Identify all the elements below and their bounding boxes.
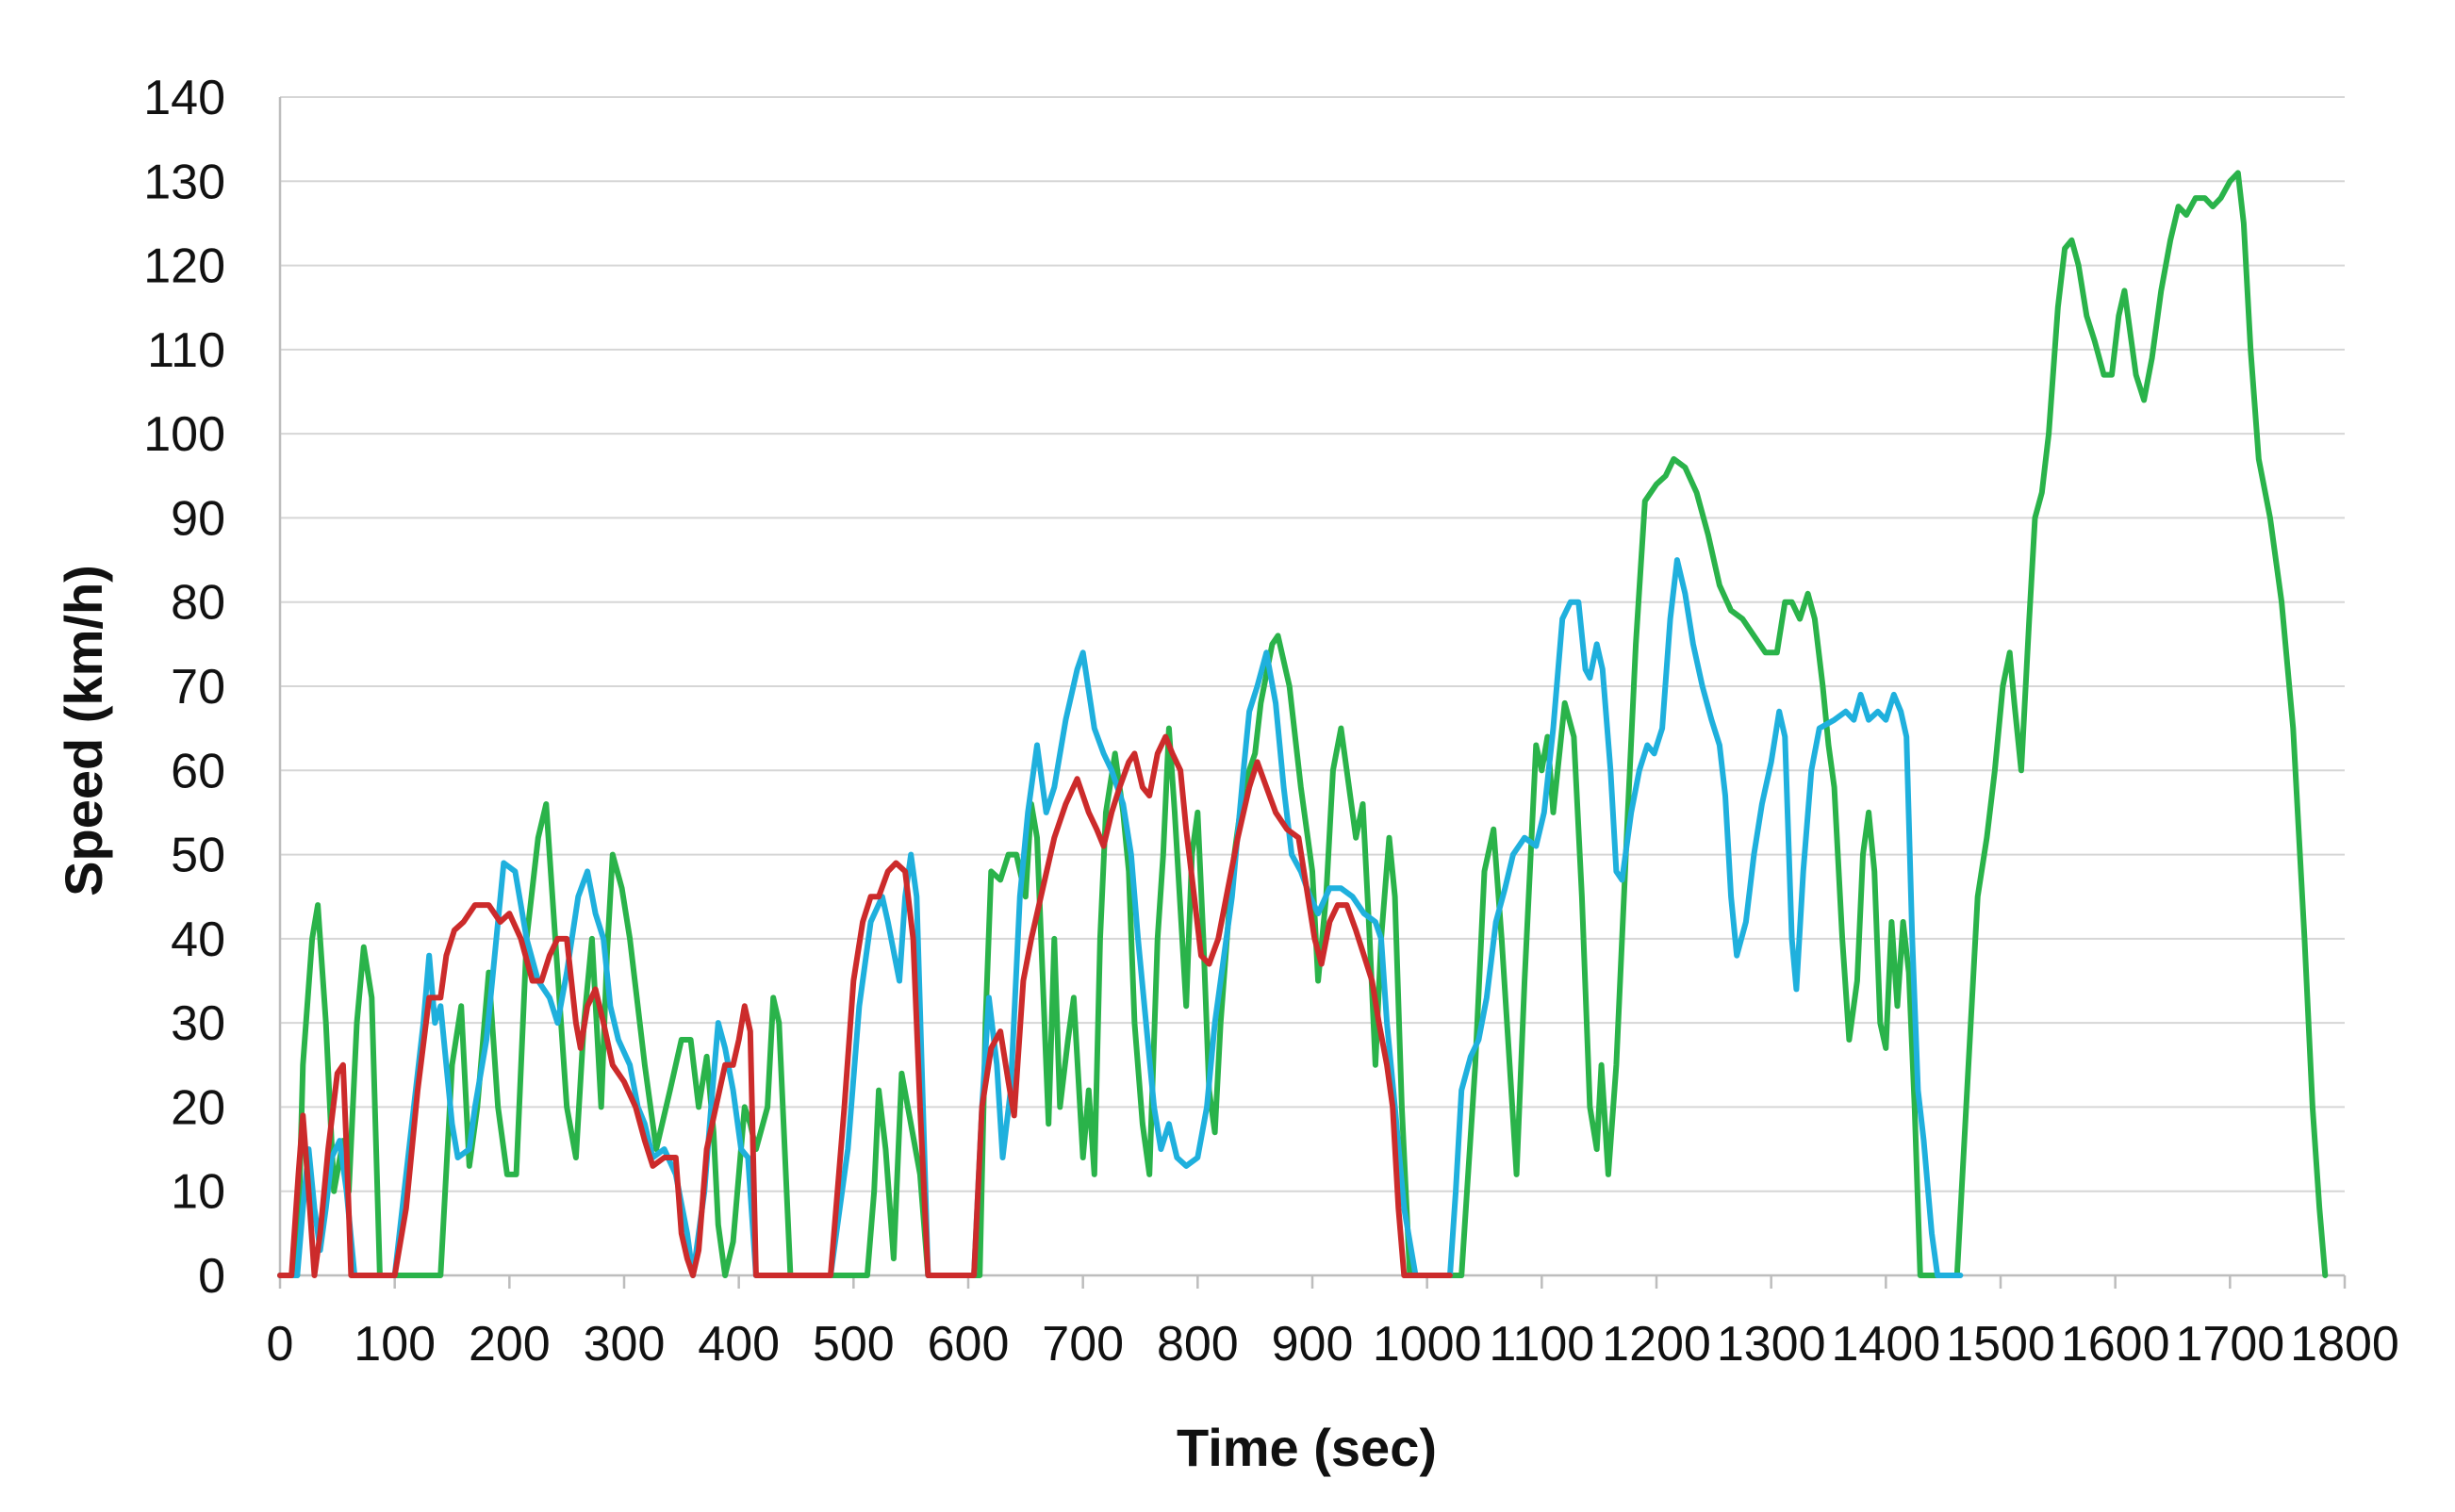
x-tick-label: 1800 — [2290, 1317, 2399, 1372]
x-tick-label: 1200 — [1602, 1317, 1711, 1372]
x-tick-label: 500 — [813, 1317, 895, 1372]
x-tick-label: 100 — [354, 1317, 436, 1372]
y-axis-title: Speed (km/h) — [54, 565, 113, 896]
series-lines — [277, 170, 2329, 1278]
x-tick-label: 0 — [267, 1317, 294, 1372]
y-tick-label: 130 — [143, 155, 225, 209]
x-axis-title: Time (sec) — [1177, 1418, 1437, 1477]
x-tick-label: 1000 — [1373, 1317, 1482, 1372]
axes — [278, 97, 2347, 1289]
x-tick-label: 400 — [698, 1317, 780, 1372]
y-tick-label: 10 — [171, 1165, 225, 1220]
x-tick-label: 1700 — [2175, 1317, 2284, 1372]
y-tick-label: 100 — [143, 407, 225, 462]
series-green-line — [277, 170, 2329, 1278]
x-tick-label: 200 — [469, 1317, 551, 1372]
x-tick-label: 300 — [584, 1317, 666, 1372]
y-tick-label: 140 — [143, 71, 225, 125]
x-tick-labels: 0 100 200 300 400 500 600 700 800 900 1000 1100 1200… — [267, 1317, 2399, 1372]
y-tick-label: 30 — [171, 996, 225, 1051]
x-tick-label: 1500 — [1946, 1317, 2055, 1372]
x-tick-label: 1600 — [2061, 1317, 2170, 1372]
y-tick-label: 20 — [171, 1080, 225, 1135]
y-tick-label: 40 — [171, 912, 225, 967]
series-red-line — [277, 733, 1453, 1278]
series-blue-line — [277, 557, 1964, 1278]
y-tick-label: 110 — [147, 323, 225, 378]
x-tick-label: 700 — [1042, 1317, 1124, 1372]
y-tick-label: 80 — [171, 576, 225, 631]
y-tick-label: 0 — [198, 1249, 225, 1304]
y-tick-label: 50 — [171, 829, 225, 883]
y-tick-label: 120 — [143, 239, 225, 294]
y-tick-labels: 0 10 20 30 40 50 60 70 80 90 100 110 120 130 140 — [143, 71, 225, 1304]
x-tick-label: 1300 — [1717, 1317, 1826, 1372]
x-tick-label: 900 — [1272, 1317, 1354, 1372]
x-tick-label: 1100 — [1489, 1317, 1594, 1372]
y-tick-label: 60 — [171, 744, 225, 798]
y-tick-label: 90 — [171, 491, 225, 546]
x-tick-label: 800 — [1157, 1317, 1239, 1372]
x-tick-label: 1400 — [1831, 1317, 1940, 1372]
gridlines — [280, 96, 2345, 1192]
x-tick-label: 600 — [928, 1317, 1010, 1372]
y-tick-label: 70 — [171, 660, 225, 715]
